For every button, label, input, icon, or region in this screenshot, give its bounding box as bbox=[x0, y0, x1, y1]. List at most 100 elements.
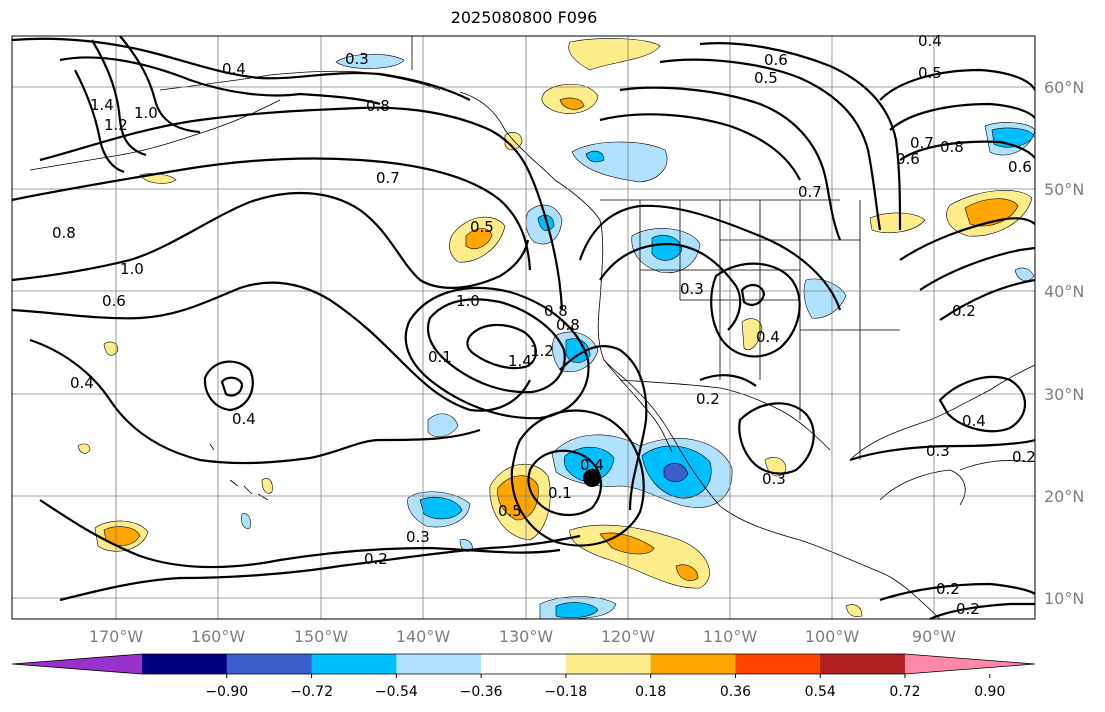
baja-california-coast bbox=[603, 359, 673, 453]
contour-label: 0.3 bbox=[926, 442, 950, 460]
negative-anomaly bbox=[563, 446, 615, 482]
contour-lines bbox=[11, 35, 1036, 621]
colorbar-tick-label: 0.36 bbox=[720, 684, 751, 700]
contour-line bbox=[11, 157, 532, 271]
colorbar-tick-label: 0.90 bbox=[974, 684, 1005, 700]
contour-label: 0.4 bbox=[962, 412, 986, 430]
contour-line bbox=[466, 323, 537, 370]
negative-anomaly bbox=[651, 235, 683, 261]
colorbar-segment bbox=[481, 654, 567, 674]
contour-line bbox=[11, 191, 530, 289]
contour-line bbox=[74, 69, 125, 174]
positive-anomaly bbox=[741, 318, 763, 350]
colorbar-extend-min bbox=[12, 654, 142, 674]
contour-label: 0.7 bbox=[376, 169, 400, 187]
contour-label: 0.8 bbox=[366, 97, 390, 115]
contour-label: 0.4 bbox=[580, 456, 604, 474]
negative-anomaly bbox=[419, 497, 463, 520]
contour-label: 0.6 bbox=[102, 292, 126, 310]
colorbar-extend-max bbox=[905, 654, 1035, 674]
negative-anomaly bbox=[427, 413, 459, 438]
contour-line bbox=[220, 376, 244, 397]
contour-line bbox=[599, 113, 801, 181]
contour-label: 0.3 bbox=[345, 50, 369, 68]
contour-label: 1.2 bbox=[530, 342, 554, 360]
lon-label: 170°W bbox=[89, 627, 144, 646]
contour-label: 0.2 bbox=[1012, 448, 1036, 466]
negative-anomaly bbox=[663, 462, 689, 483]
positive-anomaly bbox=[504, 132, 523, 151]
north-america-coast bbox=[411, 36, 941, 620]
contour-label: 0.5 bbox=[754, 69, 778, 87]
contour-line bbox=[939, 278, 1036, 321]
positive-anomaly bbox=[568, 38, 661, 71]
negative-anomaly bbox=[565, 338, 591, 363]
contour-line bbox=[938, 375, 1026, 433]
contour-label: 0.6 bbox=[896, 150, 920, 168]
lat-label: 40°N bbox=[1044, 282, 1084, 301]
hawaii-islands bbox=[209, 443, 269, 501]
contour-line bbox=[710, 262, 801, 358]
contour-label: 0.3 bbox=[680, 280, 704, 298]
contour-line bbox=[11, 37, 471, 101]
lon-label: 120°W bbox=[601, 627, 656, 646]
contour-label: 0.4 bbox=[918, 32, 942, 50]
lon-label: 130°W bbox=[499, 627, 554, 646]
contour-line bbox=[11, 281, 531, 412]
contour-label: 0.2 bbox=[956, 600, 980, 618]
contour-line bbox=[59, 534, 581, 602]
colorbar-tick-label: −0.36 bbox=[460, 684, 503, 700]
contour-label: 0.8 bbox=[52, 224, 76, 242]
negative-anomaly bbox=[241, 513, 251, 529]
contour-label: 0.4 bbox=[232, 410, 256, 428]
positive-anomaly bbox=[465, 228, 493, 249]
colorbar-segment bbox=[565, 654, 652, 674]
colorbar-tick-label: −0.72 bbox=[290, 684, 333, 700]
lon-label: 150°W bbox=[294, 627, 349, 646]
contour-line bbox=[740, 284, 766, 306]
aleutian-islands bbox=[29, 99, 281, 171]
positive-anomaly bbox=[103, 341, 119, 356]
contour-label: 1.4 bbox=[90, 96, 114, 114]
colorbar-segment bbox=[650, 654, 736, 674]
contour-line bbox=[404, 286, 590, 420]
contour-line bbox=[659, 58, 882, 231]
lon-label: 110°W bbox=[703, 627, 758, 646]
contour-label: 1.0 bbox=[134, 104, 158, 122]
contour-label: 0.7 bbox=[798, 183, 822, 201]
contour-line bbox=[889, 102, 1036, 131]
contour-line bbox=[559, 345, 648, 511]
contour-label: 1.2 bbox=[104, 116, 128, 134]
latitude-labels: 60°N 50°N 40°N 30°N 20°N 10°N bbox=[1044, 78, 1084, 608]
contour-label: 1.0 bbox=[456, 292, 480, 310]
contour-line bbox=[738, 402, 815, 475]
colorbar-segment bbox=[820, 654, 906, 674]
colorbar-outline bbox=[11, 653, 1036, 675]
lat-label: 30°N bbox=[1044, 385, 1084, 404]
alaska-coast bbox=[159, 70, 441, 91]
contour-label: 0.3 bbox=[406, 528, 430, 546]
contour-label: 1.4 bbox=[508, 352, 532, 370]
negative-anomaly bbox=[335, 53, 405, 69]
positive-anomaly bbox=[675, 564, 699, 581]
colorbar-segment bbox=[735, 654, 821, 674]
positive-anomaly bbox=[845, 604, 863, 617]
contour-line bbox=[39, 106, 564, 311]
positive-anomaly bbox=[261, 478, 273, 494]
map-title: 2025080800 F096 bbox=[450, 8, 598, 27]
colorbar-segment bbox=[396, 654, 482, 674]
contour-line bbox=[619, 86, 842, 241]
contour-label: 0.8 bbox=[940, 138, 964, 156]
contour-line bbox=[578, 204, 842, 311]
contour-label: 0.6 bbox=[764, 51, 788, 69]
contour-line bbox=[119, 35, 201, 134]
contour-line bbox=[203, 360, 254, 412]
contour-line bbox=[91, 39, 147, 157]
contour-label: 0.1 bbox=[548, 484, 572, 502]
contour-label: 0.5 bbox=[470, 218, 494, 236]
lon-label: 160°W bbox=[191, 627, 246, 646]
contour-label: 0.1 bbox=[428, 348, 452, 366]
colorbar-tick-label: 0.54 bbox=[805, 684, 836, 700]
contour-label: 0.8 bbox=[556, 316, 580, 334]
lat-label: 10°N bbox=[1044, 589, 1084, 608]
